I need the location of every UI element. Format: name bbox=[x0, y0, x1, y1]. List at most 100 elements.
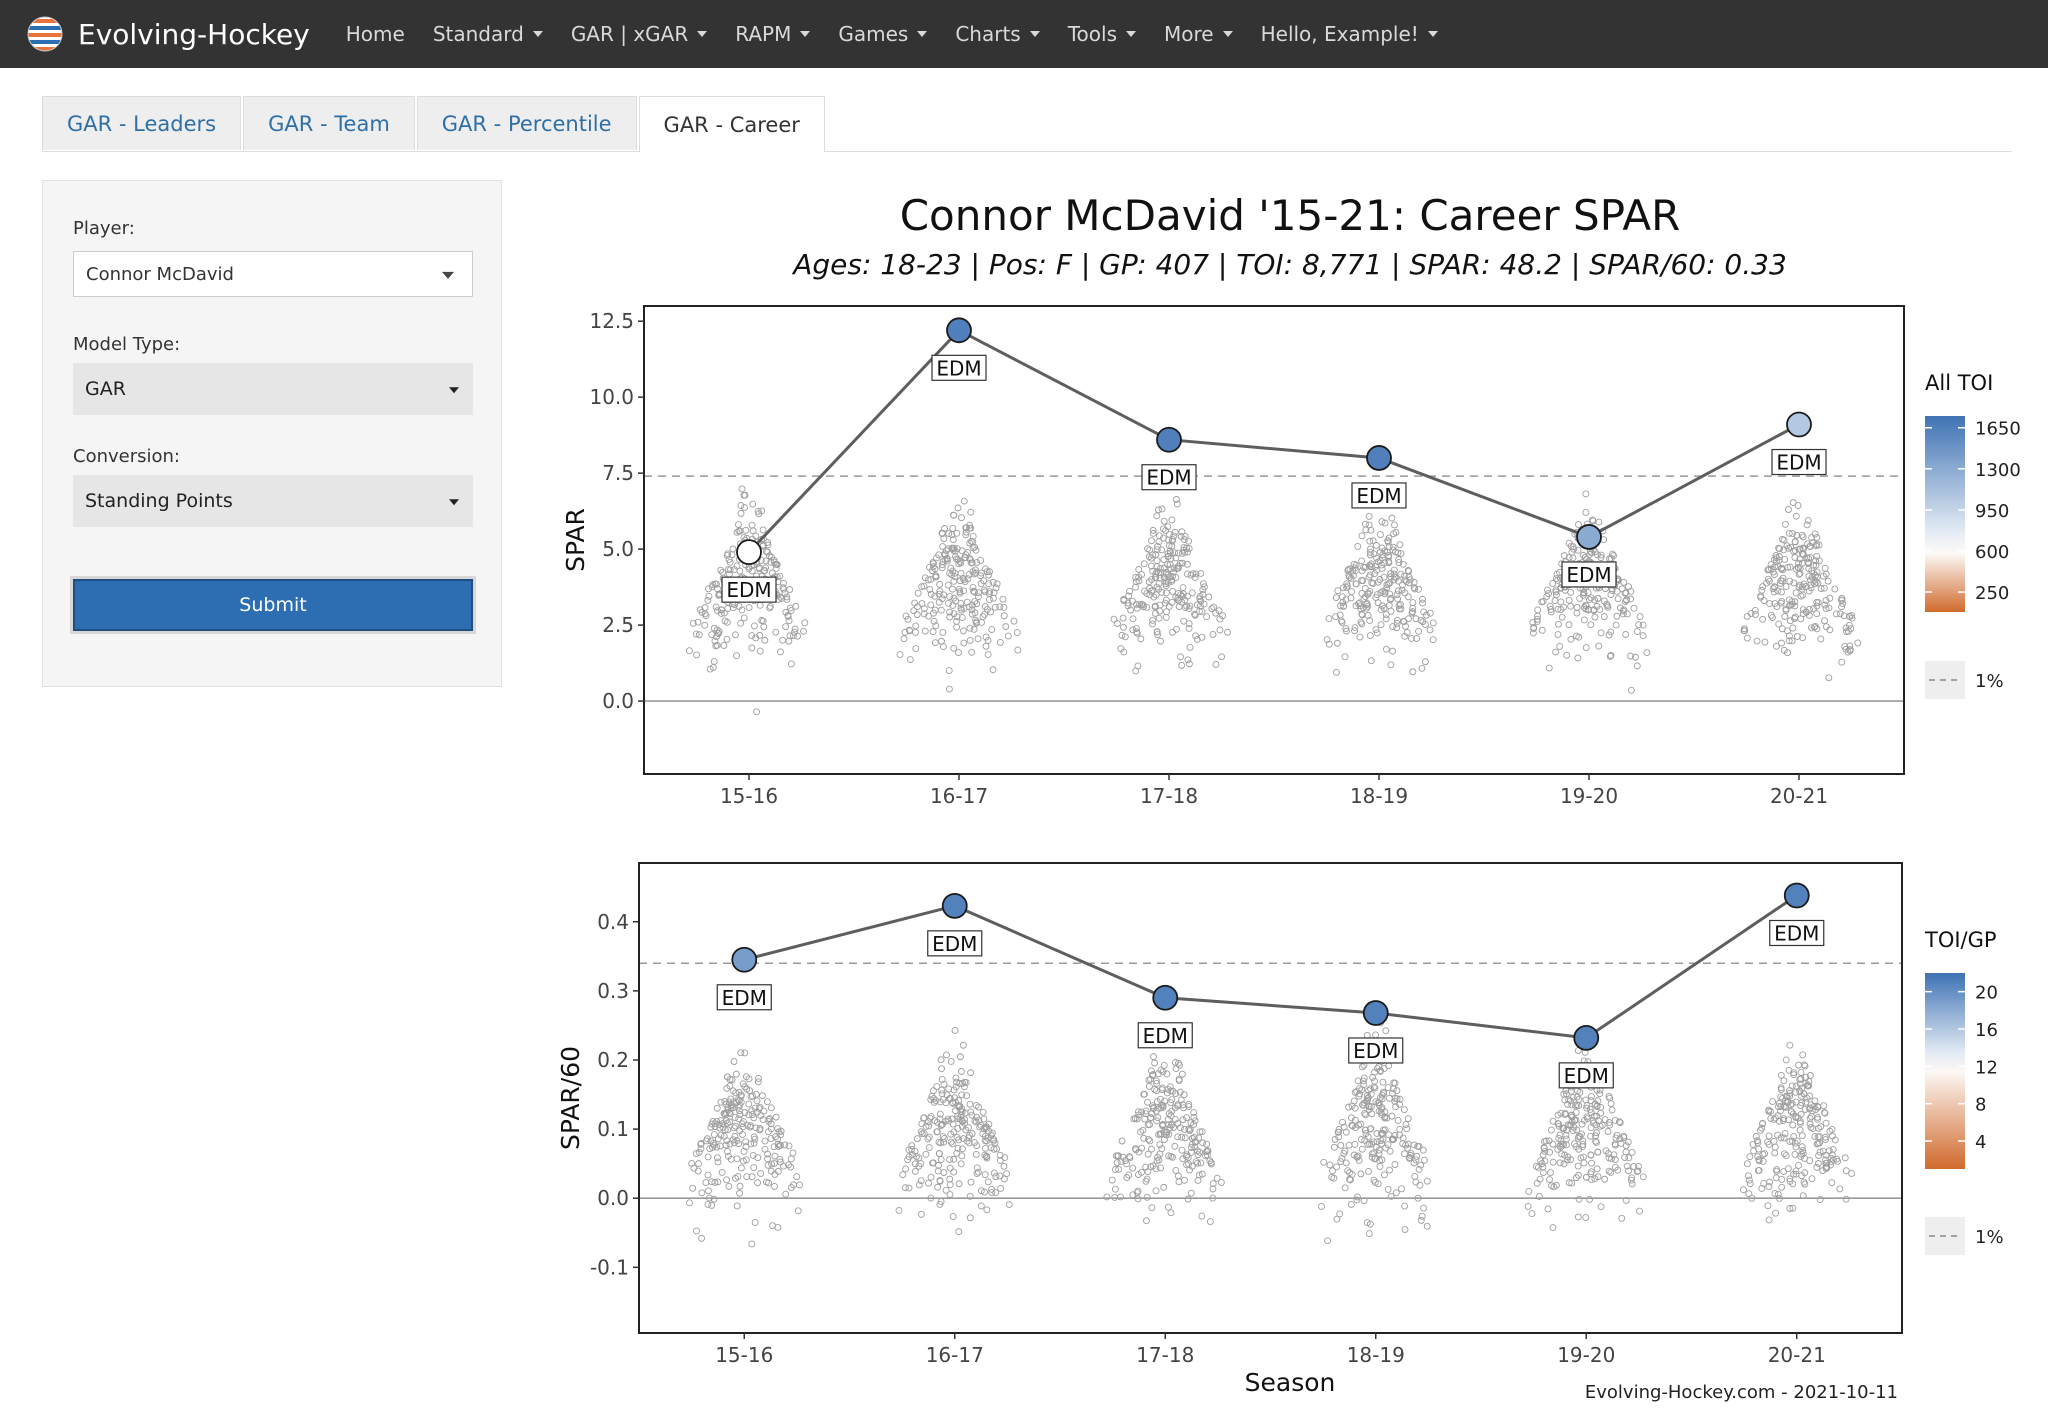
season-point[interactable] bbox=[1366, 445, 1392, 471]
league-point bbox=[901, 1184, 909, 1192]
league-point bbox=[939, 628, 947, 636]
tab-gar-percentile[interactable]: GAR - Percentile bbox=[416, 96, 637, 150]
league-point bbox=[1572, 1102, 1580, 1110]
tab-gar-team[interactable]: GAR - Team bbox=[243, 96, 415, 150]
league-point bbox=[902, 612, 910, 620]
league-point bbox=[926, 585, 934, 593]
league-point bbox=[974, 593, 982, 601]
league-point bbox=[1823, 1164, 1831, 1171]
league-point bbox=[1181, 532, 1189, 540]
league-point bbox=[1347, 594, 1355, 602]
league-point bbox=[1357, 1136, 1365, 1143]
nav-item-games[interactable]: Games bbox=[824, 22, 941, 46]
league-point bbox=[1810, 561, 1818, 569]
league-point bbox=[1339, 1118, 1347, 1126]
league-point bbox=[1796, 1119, 1804, 1127]
league-point bbox=[1192, 1158, 1200, 1166]
league-point bbox=[1369, 1073, 1377, 1081]
league-point bbox=[1812, 578, 1820, 586]
league-point bbox=[1552, 588, 1560, 596]
nav-item-tools[interactable]: Tools bbox=[1054, 22, 1150, 46]
league-point bbox=[740, 614, 748, 622]
x-tick-label: 17-18 bbox=[1140, 784, 1198, 808]
model-type-select[interactable]: GAR bbox=[73, 363, 473, 415]
season-point[interactable] bbox=[946, 317, 972, 344]
league-point bbox=[1129, 615, 1137, 623]
league-point bbox=[985, 580, 993, 588]
season-point[interactable] bbox=[1783, 882, 1810, 909]
league-point bbox=[1587, 1168, 1595, 1176]
league-point bbox=[749, 527, 757, 535]
league-point bbox=[947, 1057, 955, 1065]
league-point bbox=[966, 1214, 974, 1222]
season-point[interactable] bbox=[941, 892, 968, 919]
season-point[interactable] bbox=[736, 539, 762, 566]
league-point bbox=[1743, 634, 1751, 642]
league-point bbox=[731, 1122, 739, 1130]
league-point bbox=[973, 1142, 981, 1150]
league-point bbox=[1770, 588, 1778, 596]
brand-link[interactable]: Evolving-Hockey bbox=[26, 15, 310, 53]
season-point[interactable] bbox=[1786, 411, 1812, 438]
league-point bbox=[1393, 591, 1401, 599]
league-point bbox=[695, 631, 703, 639]
league-point bbox=[1627, 1176, 1635, 1184]
league-point bbox=[737, 619, 745, 627]
nav-item-more[interactable]: More bbox=[1150, 22, 1247, 46]
league-point bbox=[1426, 626, 1434, 634]
league-point bbox=[1834, 1157, 1842, 1165]
league-point bbox=[949, 536, 957, 544]
league-point bbox=[1172, 1166, 1180, 1174]
league-point bbox=[735, 527, 743, 535]
y-tick-label: 12.5 bbox=[589, 309, 634, 333]
league-point bbox=[1370, 1138, 1378, 1146]
nav-item-home[interactable]: Home bbox=[332, 22, 419, 46]
league-point bbox=[1785, 506, 1792, 513]
league-point bbox=[1142, 1163, 1150, 1171]
league-point bbox=[1591, 613, 1599, 621]
season-point[interactable] bbox=[1156, 426, 1182, 453]
league-point bbox=[1589, 517, 1597, 525]
nav-item-charts[interactable]: Charts bbox=[941, 22, 1053, 46]
season-point[interactable] bbox=[1573, 1024, 1600, 1051]
season-point[interactable] bbox=[731, 946, 758, 973]
league-point bbox=[1005, 1201, 1013, 1209]
league-point bbox=[1822, 1119, 1830, 1127]
league-point bbox=[942, 1117, 950, 1125]
league-point bbox=[1396, 601, 1404, 608]
league-point bbox=[917, 1177, 925, 1185]
y-tick-label: 5.0 bbox=[602, 537, 634, 561]
nav-item-hello-example[interactable]: Hello, Example! bbox=[1247, 22, 1452, 46]
league-point bbox=[1166, 547, 1174, 555]
season-point[interactable] bbox=[1576, 524, 1602, 550]
league-point bbox=[1636, 613, 1644, 620]
league-point bbox=[971, 588, 978, 596]
league-point bbox=[1149, 616, 1157, 624]
league-point bbox=[1417, 1216, 1425, 1224]
league-point bbox=[931, 606, 939, 614]
league-point bbox=[791, 625, 799, 633]
league-point bbox=[1620, 1134, 1628, 1142]
league-point bbox=[1554, 1145, 1562, 1153]
league-point bbox=[1821, 617, 1828, 625]
tab-gar-leaders[interactable]: GAR - Leaders bbox=[42, 96, 242, 150]
nav-item-rapm[interactable]: RAPM bbox=[721, 22, 824, 46]
season-point[interactable] bbox=[1152, 984, 1179, 1011]
league-point bbox=[953, 623, 961, 631]
submit-button[interactable]: Submit bbox=[73, 579, 473, 631]
tab-gar-career[interactable]: GAR - Career bbox=[638, 96, 825, 152]
nav-item-gar-xgar[interactable]: GAR | xGAR bbox=[557, 22, 721, 46]
league-point bbox=[1779, 574, 1787, 582]
league-point bbox=[1387, 607, 1395, 615]
league-point bbox=[922, 1150, 930, 1158]
player-select[interactable]: Connor McDavid bbox=[73, 251, 473, 297]
league-point bbox=[768, 569, 776, 577]
league-point bbox=[927, 1194, 935, 1202]
league-point bbox=[732, 1089, 740, 1097]
nav-item-standard[interactable]: Standard bbox=[419, 22, 557, 46]
conversion-select[interactable]: Standing Points bbox=[73, 475, 473, 527]
league-point bbox=[982, 1123, 990, 1131]
league-point bbox=[1426, 609, 1434, 617]
season-point[interactable] bbox=[1362, 1000, 1389, 1026]
